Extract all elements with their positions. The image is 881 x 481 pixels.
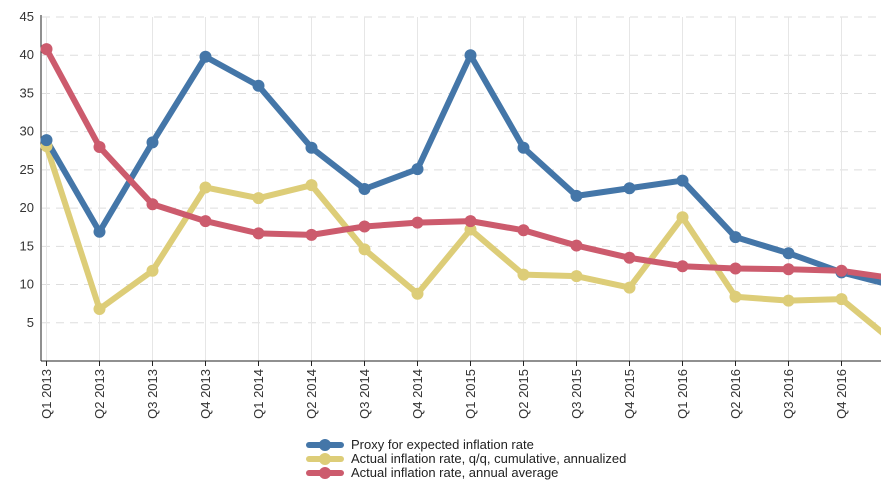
data-point bbox=[252, 192, 265, 205]
data-point bbox=[676, 260, 689, 273]
data-point bbox=[93, 303, 106, 316]
x-tick-label: Q4 2013 bbox=[198, 369, 213, 419]
x-tick-label: Q2 2015 bbox=[516, 369, 531, 419]
x-tick-label: Q2 2013 bbox=[92, 369, 107, 419]
x-tick-label: Q4 2014 bbox=[410, 369, 425, 419]
data-point bbox=[570, 270, 583, 283]
data-point bbox=[305, 141, 318, 154]
x-tick-label: Q4 2015 bbox=[622, 369, 637, 419]
legend-label-qq: Actual inflation rate, q/q, cumulative, … bbox=[351, 451, 627, 466]
y-tick-label: 25 bbox=[20, 162, 34, 177]
data-point bbox=[40, 134, 53, 147]
data-point bbox=[411, 287, 424, 300]
data-point bbox=[570, 189, 583, 202]
y-tick-label: 5 bbox=[27, 315, 34, 330]
x-tick-label: Q3 2016 bbox=[781, 369, 796, 419]
x-tick-label: Q3 2014 bbox=[357, 369, 372, 419]
data-point bbox=[411, 216, 424, 229]
data-point bbox=[835, 264, 848, 277]
data-point bbox=[623, 281, 636, 294]
data-point bbox=[93, 140, 106, 153]
y-tick-label: 45 bbox=[20, 9, 34, 24]
data-point bbox=[199, 215, 212, 228]
data-point bbox=[464, 49, 477, 62]
data-point bbox=[199, 181, 212, 194]
legend-label-annual: Actual inflation rate, annual average bbox=[351, 465, 559, 480]
data-point bbox=[358, 243, 371, 256]
y-tick-label: 10 bbox=[20, 277, 34, 292]
data-point bbox=[93, 225, 106, 238]
data-point bbox=[835, 293, 848, 306]
data-point bbox=[782, 247, 795, 260]
legend: Proxy for expected inflation rate Actual… bbox=[306, 438, 626, 480]
y-tick-label: 35 bbox=[20, 85, 34, 100]
x-tick-label: Q3 2015 bbox=[569, 369, 584, 419]
x-tick-label: Q1 2014 bbox=[251, 369, 266, 419]
data-point bbox=[570, 239, 583, 252]
x-tick-label: Q2 2014 bbox=[304, 369, 319, 419]
data-point bbox=[729, 231, 742, 244]
data-point bbox=[146, 264, 159, 277]
tick-labels: 5 10 15 20 25 30 35 40 45 Q1 2013 Q2 2013 Q3 2013 Q4… bbox=[20, 9, 849, 419]
data-point bbox=[517, 268, 530, 281]
axes bbox=[40, 15, 881, 366]
data-point bbox=[252, 79, 265, 92]
legend-swatch-annual bbox=[306, 466, 344, 480]
data-point bbox=[729, 262, 742, 275]
legend-swatch-qq bbox=[306, 452, 344, 466]
data-point bbox=[305, 179, 318, 192]
data-point bbox=[305, 228, 318, 241]
x-tick-label: Q1 2013 bbox=[39, 369, 54, 419]
data-point bbox=[146, 198, 159, 211]
data-point bbox=[358, 183, 371, 195]
x-tick-label: Q2 2016 bbox=[728, 369, 743, 419]
data-point bbox=[782, 263, 795, 276]
data-point bbox=[199, 50, 212, 63]
y-tick-label: 40 bbox=[20, 47, 34, 62]
data-point bbox=[517, 224, 530, 237]
series-line bbox=[43, 52, 881, 286]
x-tick-label: Q3 2013 bbox=[145, 369, 160, 419]
data-point bbox=[729, 290, 742, 303]
data-point bbox=[676, 174, 689, 187]
data-point bbox=[623, 251, 636, 264]
y-tick-label: 15 bbox=[20, 238, 34, 253]
data-point bbox=[464, 223, 477, 236]
legend-swatch-expected bbox=[306, 438, 344, 452]
data-point bbox=[464, 215, 477, 228]
y-tick-label: 30 bbox=[20, 124, 34, 139]
data-point bbox=[623, 182, 636, 195]
legend-label-expected: Proxy for expected inflation rate bbox=[351, 437, 534, 452]
legend-item-qq: Actual inflation rate, q/q, cumulative, … bbox=[306, 452, 626, 466]
legend-item-expected: Proxy for expected inflation rate bbox=[306, 438, 626, 452]
legend-item-annual: Actual inflation rate, annual average bbox=[306, 466, 626, 480]
x-tick-label: Q1 2016 bbox=[675, 369, 690, 419]
data-point bbox=[411, 163, 424, 176]
x-tick-label: Q1 2015 bbox=[463, 369, 478, 419]
data-point bbox=[517, 141, 530, 154]
data-point bbox=[358, 220, 371, 233]
data-point bbox=[676, 211, 689, 224]
series-lines bbox=[40, 43, 881, 336]
data-point bbox=[146, 136, 159, 149]
y-tick-label: 20 bbox=[20, 200, 34, 215]
data-point bbox=[252, 227, 265, 240]
data-point bbox=[782, 294, 795, 307]
x-tick-label: Q4 2016 bbox=[834, 369, 849, 419]
data-point bbox=[40, 43, 53, 56]
